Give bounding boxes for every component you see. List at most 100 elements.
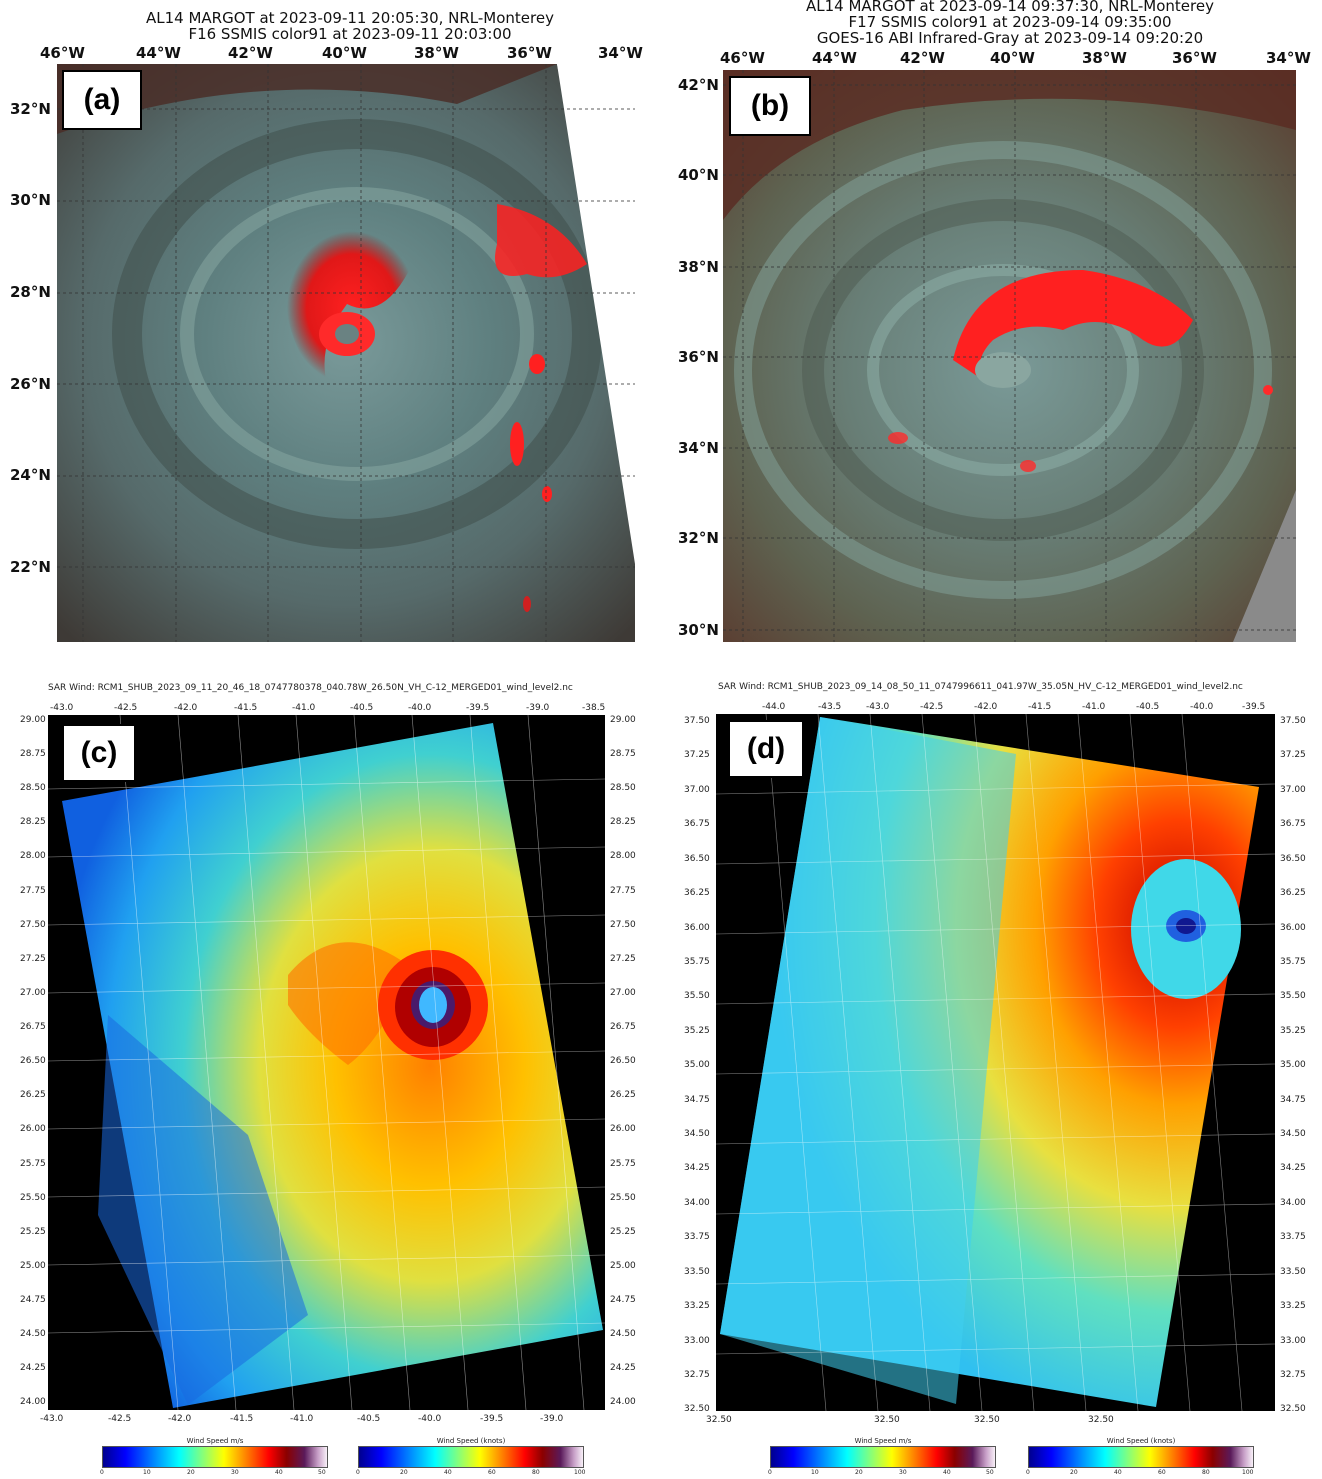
tick: 36.25 (684, 888, 710, 898)
tick: 29.00 (610, 715, 636, 725)
tick: 27.75 (20, 886, 46, 896)
tick: 30 (231, 1469, 239, 1476)
tick: 24.50 (610, 1329, 636, 1339)
tick: 37.50 (1280, 716, 1306, 726)
panel-a-label: (a) (62, 70, 142, 130)
panel-d-title: SAR Wind: RCM1_SHUB_2023_09_14_08_50_11_… (718, 682, 1243, 692)
tick: 36.75 (684, 819, 710, 829)
panel-b-title-line-2: F17 SSMIS color91 at 2023-09-14 09:35:00 (848, 13, 1172, 31)
tick: 40 (275, 1469, 283, 1476)
panel-a-title-line-1: AL14 MARGOT at 2023-09-11 20:05:30, NRL-… (146, 9, 554, 27)
lon-tick: 44°W (136, 44, 181, 62)
tick: -43.0 (40, 1414, 64, 1424)
tick: 35.25 (1280, 1026, 1306, 1036)
tick: 60 (1158, 1469, 1166, 1476)
tick: 27.00 (20, 988, 46, 998)
tick: 25.75 (610, 1159, 636, 1169)
panel-b-label: (b) (729, 76, 811, 136)
tick: 26.00 (20, 1124, 46, 1134)
tick: 24.25 (20, 1363, 46, 1373)
tick: -40.5 (357, 1414, 381, 1424)
lon-tick: 34°W (1266, 49, 1311, 67)
lon-tick: 44°W (812, 49, 857, 67)
panel-a-image (57, 64, 635, 642)
tick: 26.00 (610, 1124, 636, 1134)
tick: 20 (187, 1469, 195, 1476)
tick: 35.50 (1280, 991, 1306, 1001)
colorbar-caption: Wind Speed (knots) (1106, 1437, 1176, 1445)
colorbar-caption: Wind Speed m/s (854, 1437, 912, 1445)
sar-wind-image (716, 714, 1275, 1411)
tick: 26.50 (20, 1056, 46, 1066)
tick: 34.25 (1280, 1163, 1306, 1173)
tick: -40.5 (350, 703, 374, 713)
panel-c-label: (c) (62, 724, 136, 782)
tick: 100 (574, 1469, 586, 1476)
tick: -40.5 (1136, 702, 1160, 712)
lon-tick: 42°W (900, 49, 945, 67)
lon-tick: 40°W (990, 49, 1035, 67)
tick: 28.50 (20, 783, 46, 793)
tick: 27.00 (610, 988, 636, 998)
colorbar (1028, 1446, 1254, 1468)
tick: 37.25 (684, 750, 710, 760)
tick: -39.5 (1242, 702, 1266, 712)
tick: 50 (318, 1469, 326, 1476)
tick: -40.0 (408, 703, 432, 713)
panel-b-title-line-3: GOES-16 ABI Infrared-Gray at 2023-09-14 … (816, 29, 1204, 47)
tick: -44.0 (762, 702, 786, 712)
tick: 33.75 (684, 1232, 710, 1242)
tick: 32.75 (1280, 1370, 1306, 1380)
tick: 28.50 (610, 783, 636, 793)
tick: 28.25 (20, 817, 46, 827)
tick: 27.25 (20, 954, 46, 964)
tick: -43.5 (818, 702, 842, 712)
tick: 27.50 (20, 920, 46, 930)
tick: 30 (899, 1469, 907, 1476)
tick: 0 (768, 1469, 772, 1476)
tick: 28.25 (610, 817, 636, 827)
tick: 34.75 (1280, 1095, 1306, 1105)
lon-tick: 46°W (720, 49, 765, 67)
tick: 24.75 (610, 1295, 636, 1305)
lon-tick: 34°W (598, 44, 643, 62)
tick: 26.75 (20, 1022, 46, 1032)
tick: 33.50 (684, 1267, 710, 1277)
tick: 33.75 (1280, 1232, 1306, 1242)
tick: 27.25 (610, 954, 636, 964)
tick: -43.0 (866, 702, 890, 712)
tick: 32.50 (874, 1415, 900, 1425)
tick: 20 (1070, 1469, 1078, 1476)
tick: 60 (488, 1469, 496, 1476)
tick: 24.25 (610, 1363, 636, 1373)
panel-a-title-line-2: F16 SSMIS color91 at 2023-09-11 20:03:00 (188, 25, 512, 43)
tick: 34.00 (1280, 1198, 1306, 1208)
tick: 35.75 (1280, 957, 1306, 967)
tick: 32.50 (1280, 1404, 1306, 1414)
lat-tick: 36°N (678, 348, 719, 366)
tick: -39.0 (526, 703, 550, 713)
tick: 80 (1202, 1469, 1210, 1476)
tick: 32.50 (1088, 1415, 1114, 1425)
tick: 25.25 (20, 1227, 46, 1237)
tick: 32.50 (974, 1415, 1000, 1425)
tick: 0 (356, 1469, 360, 1476)
tick: 37.00 (684, 785, 710, 795)
lat-tick: 24°N (10, 466, 51, 484)
tick: 27.75 (610, 886, 636, 896)
lat-tick: 40°N (678, 166, 719, 184)
tick: 37.00 (1280, 785, 1306, 795)
tick: 25.75 (20, 1159, 46, 1169)
colorbar (358, 1446, 584, 1468)
lon-tick: 36°W (1172, 49, 1217, 67)
tick: 33.00 (1280, 1336, 1306, 1346)
tick: -38.5 (582, 703, 606, 713)
tick: 28.75 (610, 749, 636, 759)
tick: -39.5 (480, 1414, 504, 1424)
tick: -41.0 (290, 1414, 314, 1424)
tick: -40.0 (1190, 702, 1214, 712)
tick: 10 (811, 1469, 819, 1476)
colorbar (102, 1446, 328, 1468)
tick: 35.00 (684, 1060, 710, 1070)
tick: 28.00 (20, 851, 46, 861)
